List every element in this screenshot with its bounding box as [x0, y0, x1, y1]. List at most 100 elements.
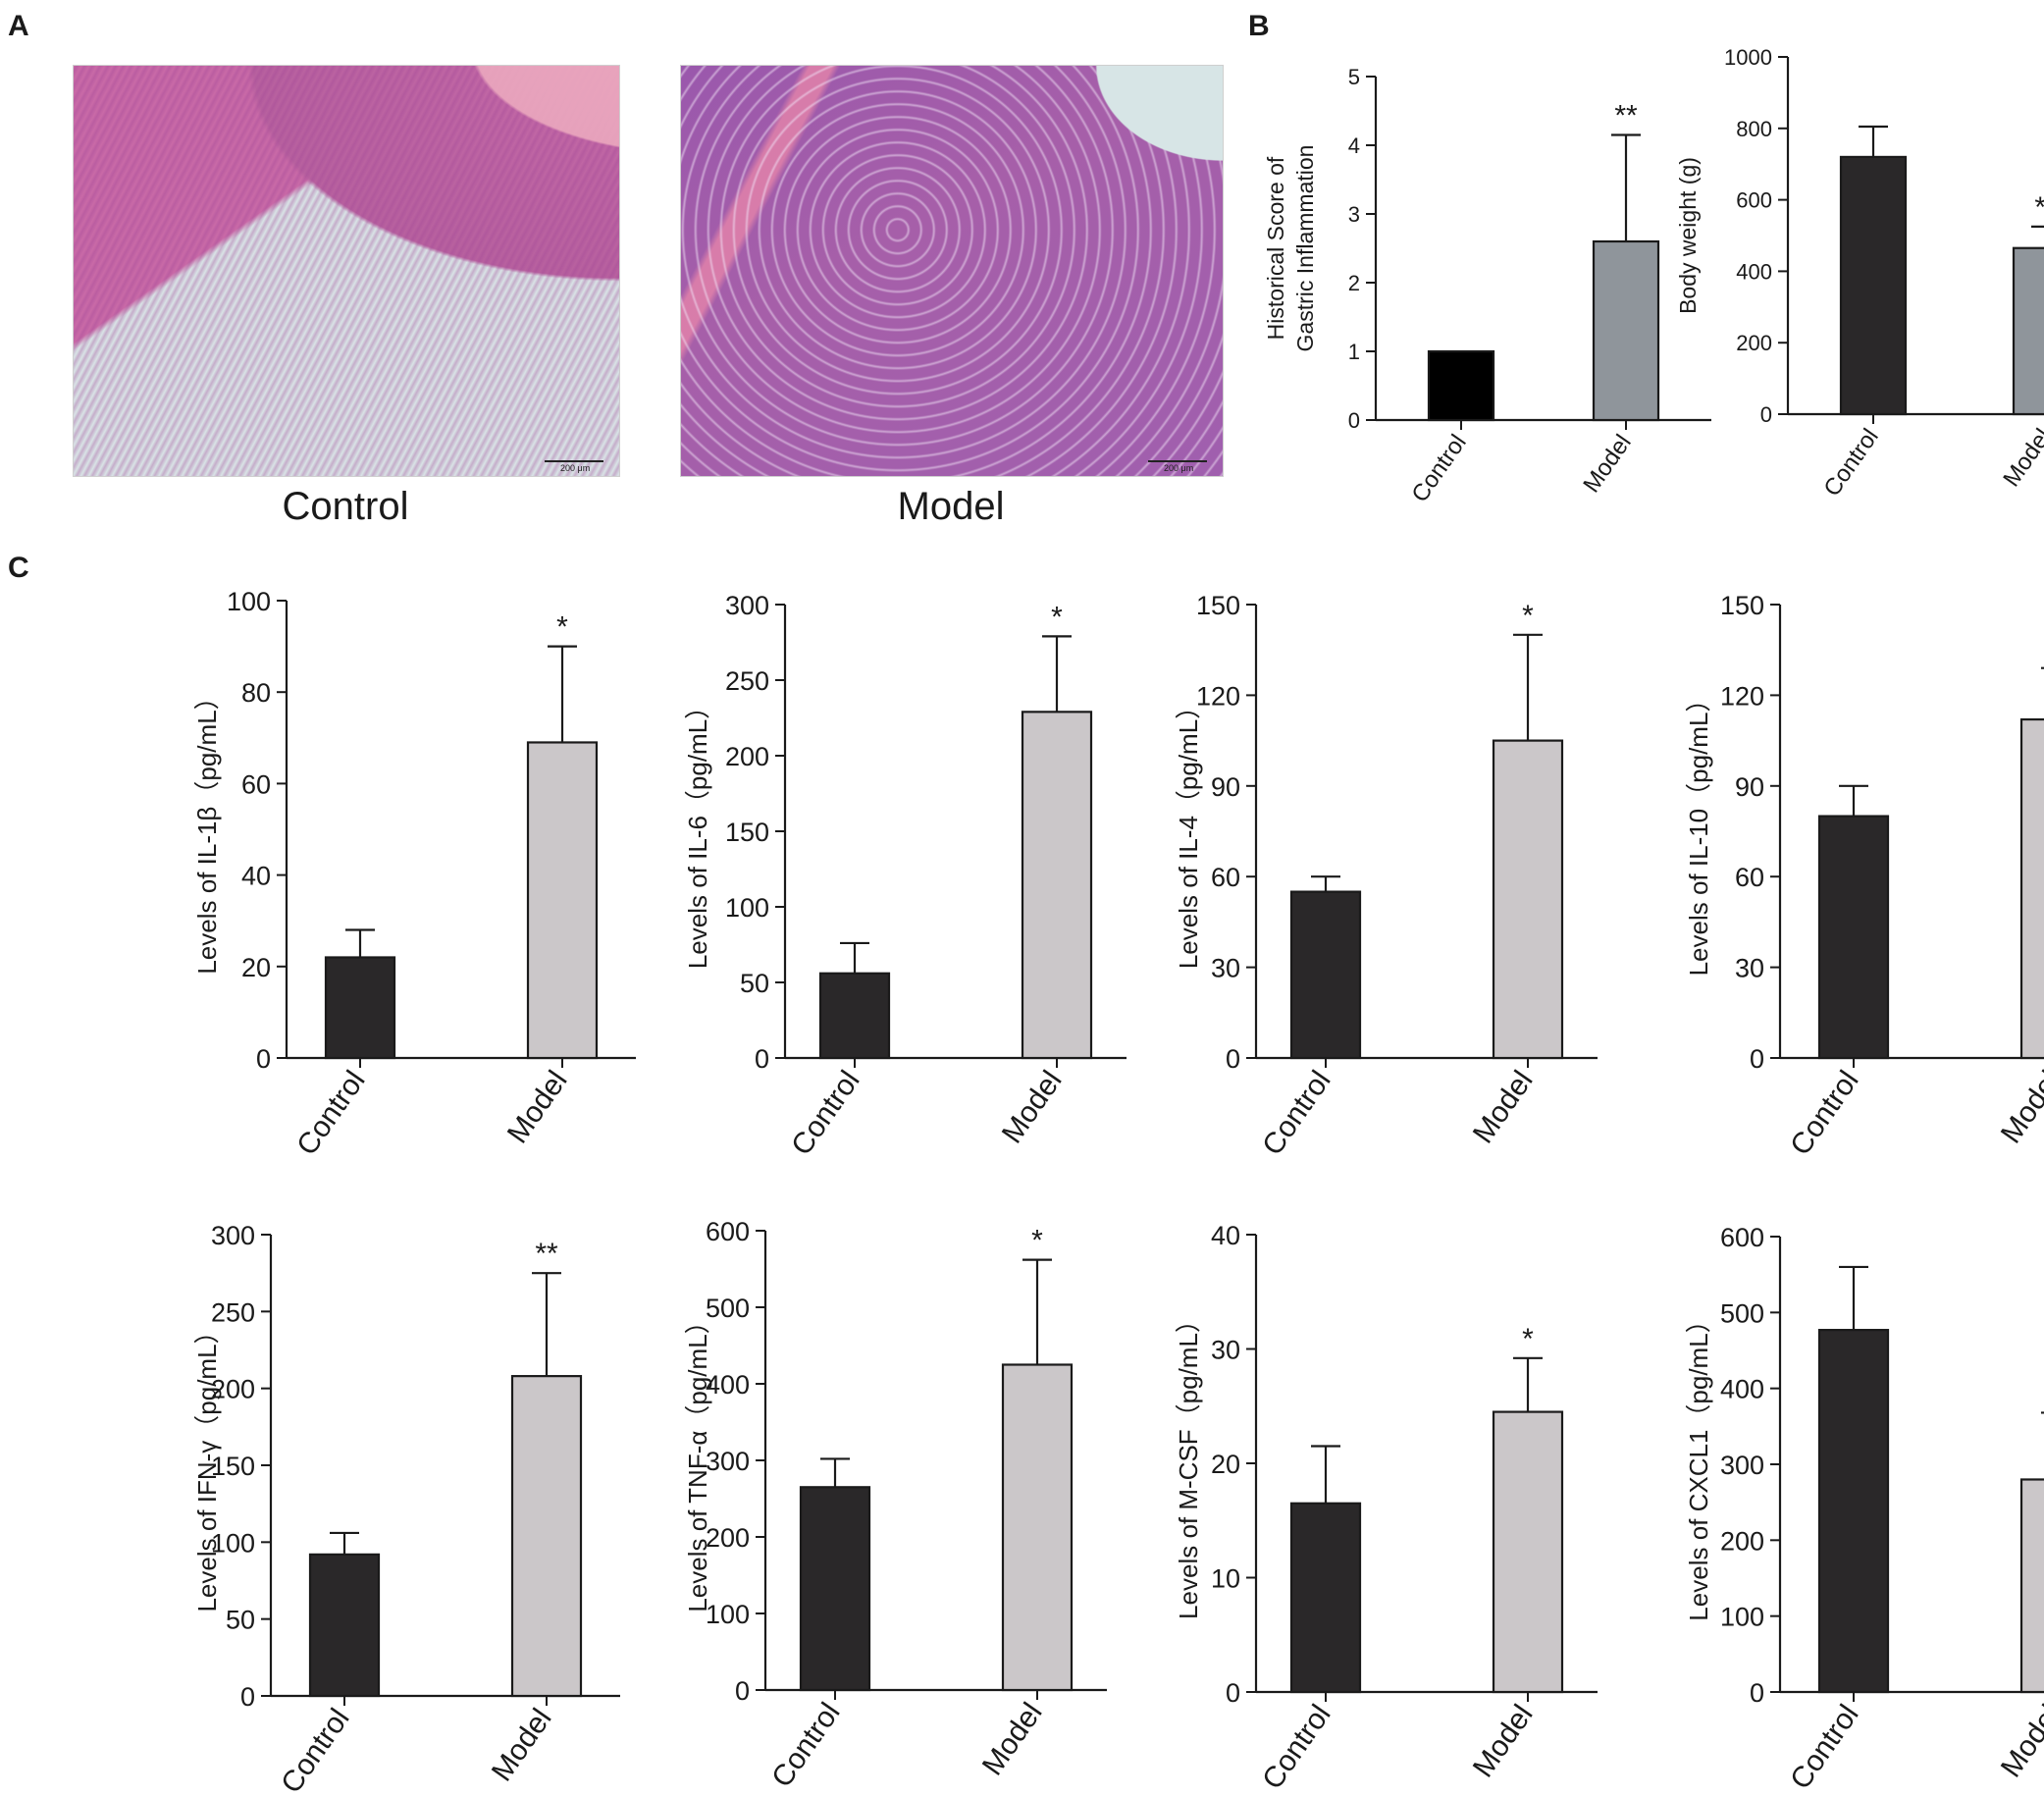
y-tick-label: 0: [1226, 1678, 1240, 1708]
y-axis-label: Levels of IL-1β（pg/mL）: [192, 684, 222, 974]
y-tick-label: 40: [241, 862, 271, 891]
x-category-label: Model: [976, 1697, 1049, 1781]
significance-marker: **: [535, 1238, 558, 1270]
y-tick-label: 600: [1720, 1223, 1764, 1252]
y-tick-label: 150: [211, 1452, 255, 1481]
chart-il-10: 0 30 60 90 120 150 Levels of IL-10（pg/mL） Contr…: [1684, 591, 2044, 1161]
y-axis-label: Historical Score of: [1263, 156, 1288, 340]
x-category-label: Control: [1256, 1699, 1337, 1795]
histology-model-scale-label: 200 μm: [1164, 463, 1194, 473]
bar-model: [1021, 711, 1093, 1060]
y-tick-label: 250: [725, 666, 769, 696]
chart-il-6: 0 50 100 150 200 250 300 Levels of IL-6（pg/mL） C…: [683, 591, 1127, 1161]
bar-model: [1492, 739, 1564, 1060]
y-tick-label: 300: [725, 591, 769, 620]
y-tick-label: 100: [725, 893, 769, 923]
y-tick-label: 30: [1211, 954, 1240, 983]
y-tick-label: 3: [1348, 202, 1360, 227]
y-tick-label: 400: [1736, 259, 1772, 284]
x-category-label: Control: [275, 1703, 356, 1797]
y-tick-label: 0: [256, 1044, 271, 1074]
y-tick-label: 0: [1760, 402, 1772, 427]
y-tick-label: 200: [706, 1523, 750, 1553]
y-tick-label: 600: [706, 1217, 750, 1246]
bar-model: [1001, 1363, 1074, 1692]
x-category-label: Model: [1995, 1065, 2044, 1149]
y-tick-label: 30: [1735, 954, 1764, 983]
bar-control: [1427, 349, 1495, 422]
y-tick-label: 100: [227, 587, 271, 616]
y-tick-label: 0: [1750, 1044, 1764, 1074]
x-category-label: Control: [1784, 1699, 1865, 1795]
y-axis-label: Levels of IL-4（pg/mL）: [1174, 694, 1203, 969]
y-tick-label: 200: [725, 742, 769, 771]
bar-model: [2019, 1478, 2044, 1694]
y-axis-label: Levels of CXCL1（pg/mL）: [1684, 1307, 1713, 1620]
y-tick-label: 120: [1720, 681, 1764, 711]
panel-letter-a: A: [8, 10, 29, 42]
x-category-label: Control: [765, 1697, 847, 1793]
significance-marker: **: [2034, 191, 2044, 224]
y-tick-label: 60: [241, 769, 271, 799]
y-tick-label: 200: [211, 1375, 255, 1404]
y-tick-label: 5: [1348, 65, 1360, 89]
y-tick-label: 0: [1226, 1044, 1240, 1074]
chart-il-1b: 0 20 40 60 80 100 Levels of IL-1β（pg/mL） Contro…: [192, 587, 636, 1161]
panel-letter-b: B: [1248, 10, 1270, 42]
x-category-label: Control: [785, 1065, 866, 1161]
y-axis-label: Levels of IL-10（pg/mL）: [1684, 687, 1713, 977]
y-tick-label: 250: [211, 1297, 255, 1327]
y-axis-label: Gastric Inflammation: [1292, 145, 1318, 352]
y-tick-label: 10: [1211, 1564, 1240, 1594]
y-tick-label: 20: [241, 953, 271, 982]
y-tick-label: 800: [1736, 117, 1772, 141]
y-tick-label: 400: [1720, 1375, 1764, 1404]
y-tick-label: 4: [1348, 133, 1360, 158]
x-category-label: Model: [996, 1065, 1069, 1149]
y-tick-label: 40: [1211, 1221, 1240, 1250]
y-axis-label: Levels of TNF-α（pg/mL）: [683, 1308, 712, 1612]
x-category-label: Model: [486, 1703, 558, 1787]
bar-control: [799, 1486, 871, 1692]
y-tick-label: 200: [1736, 331, 1772, 355]
bar-model: [526, 741, 599, 1060]
x-category-label: Model: [1578, 430, 1637, 498]
chart-tnf-alpha: 0 100 200 300 400 500 600 Levels of TNF-α（pg/mL…: [683, 1217, 1107, 1793]
histology-control-scale-bar: [545, 460, 603, 462]
y-tick-label: 0: [735, 1676, 750, 1706]
x-category-label: Model: [1995, 1699, 2044, 1783]
bar-model: [1592, 239, 1660, 422]
significance-marker: *: [1522, 600, 1534, 632]
y-tick-label: 150: [725, 818, 769, 847]
y-tick-label: 2: [1348, 271, 1360, 295]
y-tick-label: 100: [1720, 1603, 1764, 1632]
bar-control: [1817, 1329, 1890, 1694]
histology-model-image: 200 μm: [680, 65, 1224, 477]
histology-control-scale-label: 200 μm: [560, 463, 591, 473]
y-tick-label: 90: [1211, 772, 1240, 802]
y-axis-label: Body weight (g): [1675, 157, 1701, 314]
y-tick-label: 50: [226, 1606, 255, 1635]
y-tick-label: 0: [240, 1682, 255, 1712]
bar-control: [1289, 890, 1362, 1060]
x-category-label: Control: [1818, 424, 1883, 502]
x-category-label: Model: [1998, 424, 2044, 492]
bar-control: [308, 1553, 381, 1698]
bar-model: [2019, 717, 2044, 1060]
bar-control: [324, 956, 396, 1060]
bar-control: [818, 972, 891, 1060]
histology-model-caption: Model: [897, 485, 1005, 528]
y-tick-label: 300: [706, 1447, 750, 1476]
bar-control: [1289, 1502, 1362, 1694]
significance-marker: *: [556, 611, 568, 644]
y-tick-label: 150: [1720, 591, 1764, 620]
y-tick-label: 1000: [1724, 45, 1772, 70]
x-category-label: Model: [501, 1065, 574, 1149]
y-tick-label: 600: [1736, 188, 1772, 213]
y-tick-label: 1: [1348, 340, 1360, 364]
y-tick-label: 60: [1735, 863, 1764, 892]
significance-marker: **: [1614, 100, 1638, 132]
y-tick-label: 100: [706, 1600, 750, 1629]
bar-model: [2012, 246, 2044, 416]
y-tick-label: 500: [1720, 1298, 1764, 1328]
